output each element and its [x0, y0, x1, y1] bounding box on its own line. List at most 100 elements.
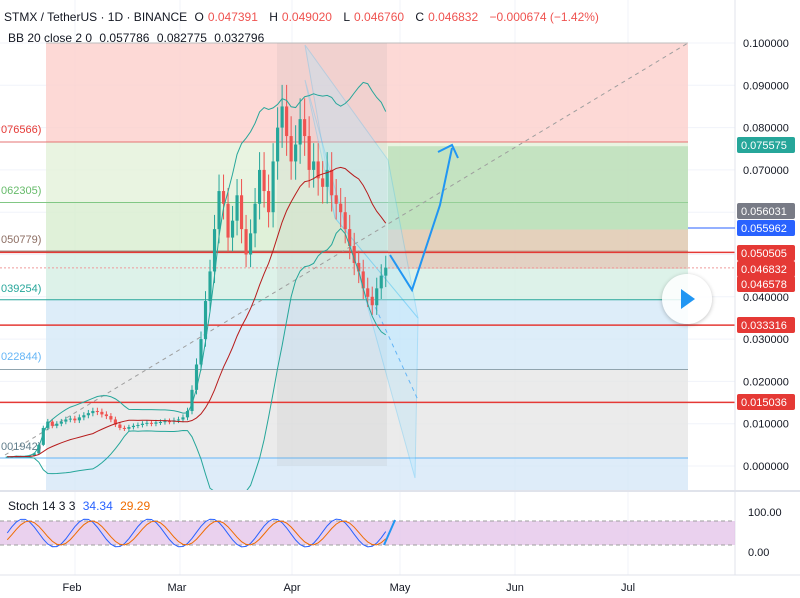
candle-body: [339, 203, 343, 213]
fib-level-label: 001942): [1, 441, 41, 453]
x-tick-label: Mar: [168, 582, 187, 594]
selection-shade: [277, 43, 387, 466]
candle-body: [158, 422, 163, 424]
forecast-arrow: [389, 147, 453, 293]
bb-basis-value: 0.057786: [99, 31, 150, 45]
channel-upper: [304, 44, 419, 319]
y-tick-label: 0.010000: [743, 419, 789, 431]
bb-basis-line: [7, 166, 387, 458]
fib-zone: [46, 43, 688, 142]
y-tick-label: 0.080000: [743, 123, 789, 135]
candle-body: [267, 191, 271, 213]
x-tick-label: Jul: [621, 582, 635, 594]
candle-body: [127, 427, 131, 429]
candle-body: [185, 411, 190, 418]
fib-zone: [46, 457, 688, 492]
projection-line: [371, 299, 419, 401]
candle-body: [64, 419, 68, 422]
bb-lower-band: [7, 227, 387, 492]
fib-zone: [46, 299, 688, 370]
stoch-scale-label: 100.00: [748, 507, 782, 519]
price-tag: [737, 137, 795, 153]
candle-body: [357, 262, 361, 272]
candle-body: [32, 453, 36, 456]
candle-body: [41, 427, 45, 445]
candle-body: [343, 212, 347, 230]
candle-body: [248, 233, 253, 255]
candle-body: [244, 229, 248, 255]
candle-body: [285, 106, 289, 137]
candle-body: [208, 271, 212, 302]
candle-body: [59, 421, 63, 424]
ohlc-low: L 0.046760: [343, 10, 405, 24]
bb-lower-value: 0.032796: [214, 31, 265, 45]
trend-line: [4, 42, 689, 456]
candle-body: [316, 161, 320, 179]
candle-body: [82, 415, 86, 418]
bb-upper-band: [7, 81, 387, 458]
candle-body: [136, 424, 140, 426]
stoch-label: Stoch 14 3 3: [8, 499, 76, 513]
candle-body: [199, 339, 203, 365]
candle-body: [55, 423, 59, 426]
candle-body: [190, 389, 194, 412]
chart-header: STMX / TetherUS · 1D · BINANCE O 0.047391…: [4, 10, 603, 24]
candle-body: [307, 136, 311, 170]
candle-body: [131, 425, 135, 428]
fib-level-label: 039254): [1, 283, 41, 295]
stoch-d-value: 29.29: [120, 499, 151, 513]
x-tick-label: May: [390, 582, 411, 594]
stoch-k-value: 34.34: [82, 499, 113, 513]
ohlc-close: C 0.046832: [415, 10, 479, 24]
candle-body: [77, 417, 81, 421]
candle-body: [348, 229, 352, 247]
ohlc-open: O 0.047391: [194, 10, 258, 24]
candle-body: [361, 271, 365, 289]
price-tag: [737, 276, 795, 292]
candle-body: [352, 246, 356, 263]
ohlc-change: −0.000674 (−1.42%): [489, 10, 599, 24]
price-tag: [737, 220, 795, 236]
y-tick-label: 0.070000: [743, 165, 789, 177]
fib-zone: [46, 369, 688, 458]
candle-body: [221, 191, 226, 204]
candle-body: [330, 169, 334, 196]
candle-body: [334, 195, 338, 204]
stoch-legend[interactable]: Stoch 14 3 3 34.34 29.29: [8, 499, 154, 513]
candle-body: [325, 169, 329, 187]
candle-body: [239, 195, 244, 230]
play-icon[interactable]: [662, 274, 712, 324]
y-tick-label: 0.030000: [743, 334, 789, 346]
candle-body: [321, 178, 325, 187]
candle-body: [37, 444, 41, 454]
candle-body: [303, 119, 307, 137]
candle-body: [68, 418, 72, 420]
y-tick-label: 0.000000: [743, 461, 789, 473]
channel-lower: [304, 79, 419, 479]
candle-body: [230, 220, 235, 238]
candle-body: [271, 161, 275, 213]
candle-body: [384, 267, 388, 276]
candle-body: [298, 119, 302, 145]
candle-body: [145, 422, 149, 424]
price-tag: [737, 317, 795, 333]
candle-body: [312, 161, 316, 170]
price-tag-label: 0.033316: [741, 320, 787, 332]
candle-body: [375, 288, 379, 306]
fib-level-label: 062305): [1, 185, 41, 197]
y-tick-label: 0.020000: [743, 376, 789, 388]
fib-level-label: 022844): [1, 351, 41, 363]
candle-body: [122, 427, 126, 429]
stop-zone: [388, 229, 688, 269]
stoch-band: [0, 521, 735, 545]
bb-legend[interactable]: BB 20 close 2 0 0.057786 0.082775 0.0327…: [8, 31, 268, 45]
stoch-d-line: [6, 520, 387, 546]
candle-body: [95, 411, 99, 413]
price-tag-label: 0.050505: [741, 248, 787, 260]
candle-body: [50, 421, 54, 426]
candle-body: [258, 169, 262, 204]
candle-body: [104, 414, 108, 417]
candle-body: [167, 421, 172, 423]
candle-body: [86, 413, 90, 416]
